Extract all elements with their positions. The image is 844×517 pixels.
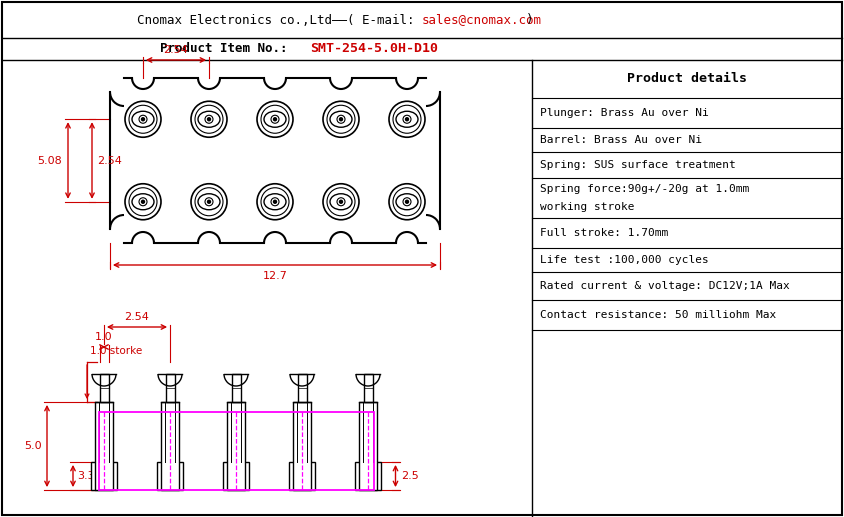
Text: 1.0 storke: 1.0 storke bbox=[90, 346, 143, 356]
Text: 2.54: 2.54 bbox=[97, 156, 122, 165]
Text: Product Item No.:: Product Item No.: bbox=[160, 42, 310, 55]
Text: sales@cnomax.com: sales@cnomax.com bbox=[422, 13, 542, 26]
Text: 2.5: 2.5 bbox=[401, 471, 419, 481]
Bar bbox=[297, 374, 306, 402]
Bar bbox=[157, 462, 183, 490]
Circle shape bbox=[273, 200, 277, 203]
Circle shape bbox=[339, 200, 343, 203]
Circle shape bbox=[339, 118, 343, 121]
Circle shape bbox=[142, 118, 144, 121]
Text: SMT-254-5.0H-D10: SMT-254-5.0H-D10 bbox=[310, 42, 438, 55]
Bar bbox=[110, 78, 440, 243]
Bar bbox=[161, 402, 179, 490]
Ellipse shape bbox=[330, 111, 352, 127]
Circle shape bbox=[142, 200, 144, 203]
Ellipse shape bbox=[264, 194, 286, 210]
Circle shape bbox=[208, 200, 210, 203]
Circle shape bbox=[208, 118, 210, 121]
Circle shape bbox=[405, 200, 408, 203]
Bar bbox=[95, 402, 113, 490]
Bar bbox=[100, 374, 109, 402]
Bar bbox=[364, 374, 372, 402]
Bar bbox=[91, 462, 117, 490]
Bar bbox=[289, 462, 315, 490]
Text: 1.0: 1.0 bbox=[95, 332, 113, 342]
Text: Barrel: Brass Au over Ni: Barrel: Brass Au over Ni bbox=[540, 135, 702, 145]
Ellipse shape bbox=[396, 111, 418, 127]
Text: 2.54: 2.54 bbox=[164, 45, 188, 55]
Text: 2.54: 2.54 bbox=[125, 312, 149, 322]
Text: Contact resistance: 50 milliohm Max: Contact resistance: 50 milliohm Max bbox=[540, 310, 776, 320]
Bar bbox=[359, 402, 377, 490]
Text: working stroke: working stroke bbox=[540, 202, 635, 212]
Bar bbox=[231, 374, 241, 402]
Bar bbox=[355, 462, 381, 490]
Text: 3.3: 3.3 bbox=[77, 471, 95, 481]
Ellipse shape bbox=[132, 194, 154, 210]
Ellipse shape bbox=[198, 194, 220, 210]
Text: Life test :100,000 cycles: Life test :100,000 cycles bbox=[540, 255, 709, 265]
Bar bbox=[223, 462, 249, 490]
Bar bbox=[99, 412, 374, 490]
Text: Cnomax Electronics co.,Ltd——( E-mail:: Cnomax Electronics co.,Ltd——( E-mail: bbox=[137, 13, 422, 26]
Ellipse shape bbox=[198, 111, 220, 127]
Text: Product details: Product details bbox=[627, 72, 747, 85]
Bar bbox=[227, 402, 245, 490]
Ellipse shape bbox=[264, 111, 286, 127]
Text: Spring force:90g+/-20g at 1.0mm: Spring force:90g+/-20g at 1.0mm bbox=[540, 184, 749, 194]
Text: ): ) bbox=[526, 13, 533, 26]
Circle shape bbox=[273, 118, 277, 121]
Ellipse shape bbox=[330, 194, 352, 210]
Ellipse shape bbox=[396, 194, 418, 210]
Ellipse shape bbox=[132, 111, 154, 127]
Bar bbox=[165, 374, 175, 402]
Text: 12.7: 12.7 bbox=[262, 271, 288, 281]
Text: Rated current & voltage: DC12V;1A Max: Rated current & voltage: DC12V;1A Max bbox=[540, 281, 790, 291]
Text: 5.08: 5.08 bbox=[38, 156, 62, 165]
Text: Plunger: Brass Au over Ni: Plunger: Brass Au over Ni bbox=[540, 108, 709, 118]
Circle shape bbox=[405, 118, 408, 121]
Text: 5.0: 5.0 bbox=[24, 441, 42, 451]
Text: Spring: SUS surface treatment: Spring: SUS surface treatment bbox=[540, 160, 736, 170]
Bar bbox=[293, 402, 311, 490]
Text: Full stroke: 1.70mm: Full stroke: 1.70mm bbox=[540, 228, 668, 238]
